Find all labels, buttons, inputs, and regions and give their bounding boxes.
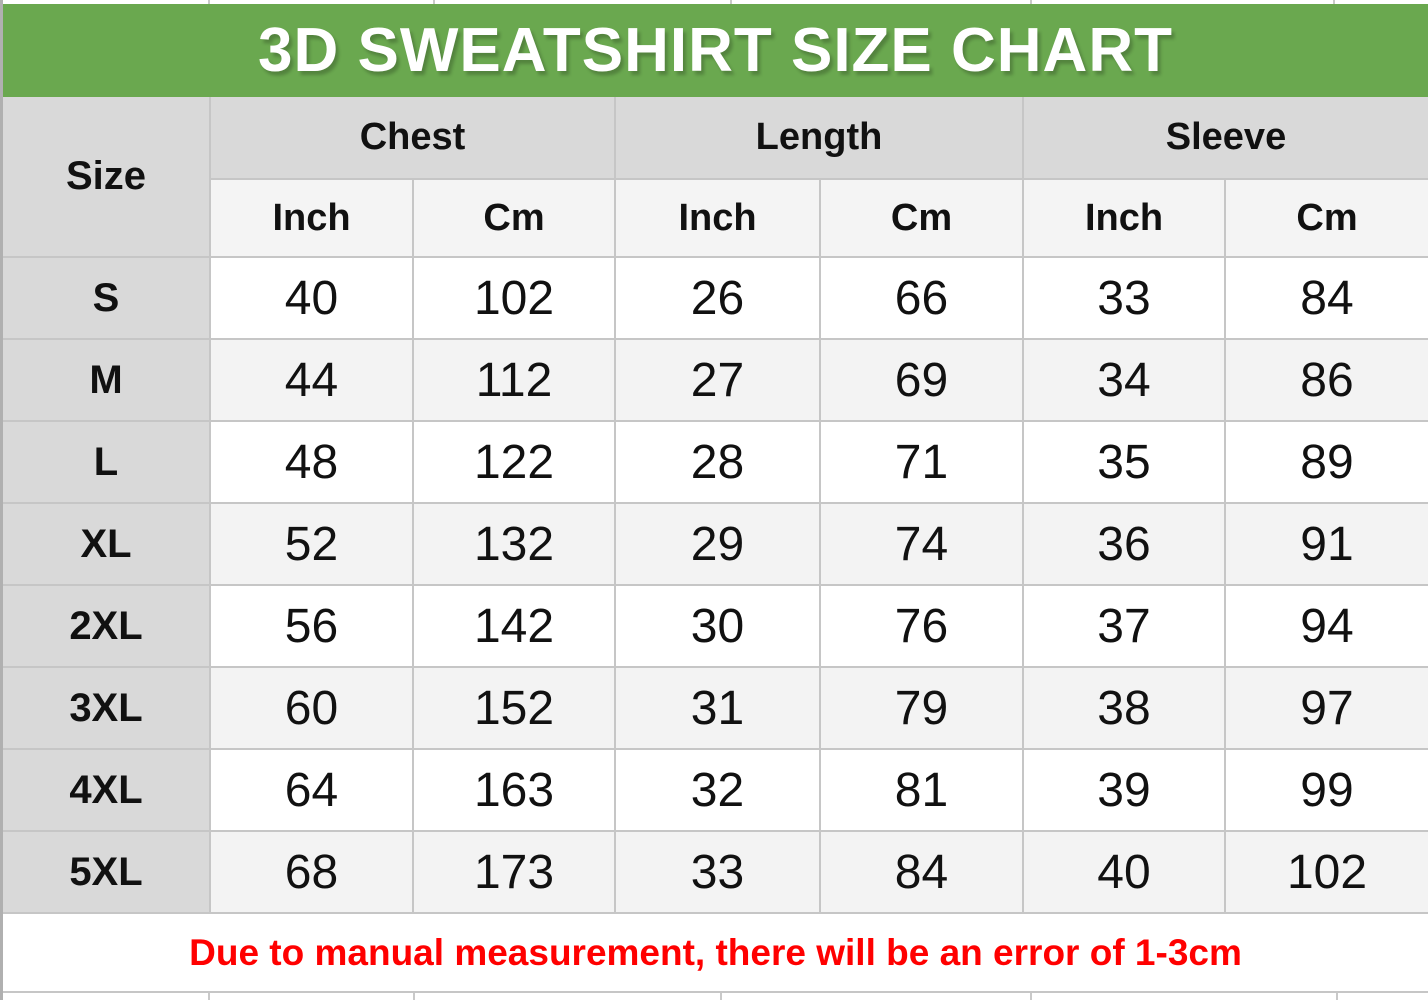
value-cell: 94 (1226, 586, 1428, 666)
grid-line (208, 993, 210, 1000)
grid-line (208, 0, 210, 4)
value-cell: 52 (211, 504, 412, 584)
value-cell: 27 (616, 340, 819, 420)
value-cell: 36 (1024, 504, 1224, 584)
value-cell: 39 (1024, 750, 1224, 830)
value-cell: 74 (821, 504, 1022, 584)
grid-line (413, 993, 415, 1000)
value-cell: 37 (1024, 586, 1224, 666)
value-cell: 84 (1226, 258, 1428, 338)
group-header-length: Length (616, 97, 1022, 178)
value-cell: 76 (821, 586, 1022, 666)
unit-header-length-cm: Cm (821, 180, 1022, 256)
size-cell: XL (3, 504, 209, 584)
grid-line (1333, 0, 1335, 4)
size-cell: 4XL (3, 750, 209, 830)
value-cell: 34 (1024, 340, 1224, 420)
value-cell: 69 (821, 340, 1022, 420)
value-cell: 32 (616, 750, 819, 830)
group-header-sleeve: Sleeve (1024, 97, 1428, 178)
spreadsheet-row-fragment-bottom (3, 993, 1428, 1000)
size-cell: L (3, 422, 209, 502)
value-cell: 66 (821, 258, 1022, 338)
value-cell: 112 (414, 340, 614, 420)
page-title: 3D SWEATSHIRT SIZE CHART (258, 16, 1173, 85)
grid-line (1336, 993, 1338, 1000)
value-cell: 152 (414, 668, 614, 748)
grid-line (433, 0, 435, 4)
value-cell: 68 (211, 832, 412, 912)
value-cell: 48 (211, 422, 412, 502)
grid-line (730, 0, 732, 4)
value-cell: 26 (616, 258, 819, 338)
value-cell: 81 (821, 750, 1022, 830)
title-bar: 3D SWEATSHIRT SIZE CHART (3, 4, 1428, 97)
value-cell: 102 (414, 258, 614, 338)
value-cell: 132 (414, 504, 614, 584)
value-cell: 71 (821, 422, 1022, 502)
value-cell: 28 (616, 422, 819, 502)
value-cell: 102 (1226, 832, 1428, 912)
value-cell: 38 (1024, 668, 1224, 748)
size-chart-table: Size Chest Length Sleeve Inch Cm Inch Cm… (3, 97, 1428, 912)
size-column-header: Size (3, 97, 209, 256)
value-cell: 86 (1226, 340, 1428, 420)
unit-header-chest-inch: Inch (211, 180, 412, 256)
value-cell: 173 (414, 832, 614, 912)
grid-line (1030, 0, 1032, 4)
value-cell: 30 (616, 586, 819, 666)
value-cell: 142 (414, 586, 614, 666)
value-cell: 89 (1226, 422, 1428, 502)
group-header-chest: Chest (211, 97, 614, 178)
measurement-note: Due to manual measurement, there will be… (189, 931, 1242, 973)
value-cell: 35 (1024, 422, 1224, 502)
value-cell: 84 (821, 832, 1022, 912)
value-cell: 29 (616, 504, 819, 584)
unit-header-sleeve-inch: Inch (1024, 180, 1224, 256)
grid-line (720, 993, 722, 1000)
value-cell: 97 (1226, 668, 1428, 748)
value-cell: 33 (616, 832, 819, 912)
value-cell: 91 (1226, 504, 1428, 584)
value-cell: 122 (414, 422, 614, 502)
value-cell: 64 (211, 750, 412, 830)
spreadsheet-row-fragment-top (3, 0, 1428, 4)
size-cell: 2XL (3, 586, 209, 666)
value-cell: 33 (1024, 258, 1224, 338)
value-cell: 60 (211, 668, 412, 748)
value-cell: 40 (211, 258, 412, 338)
size-cell: S (3, 258, 209, 338)
size-cell: 3XL (3, 668, 209, 748)
value-cell: 31 (616, 668, 819, 748)
size-cell: 5XL (3, 832, 209, 912)
value-cell: 99 (1226, 750, 1428, 830)
value-cell: 56 (211, 586, 412, 666)
measurement-note-row: Due to manual measurement, there will be… (3, 912, 1428, 993)
value-cell: 40 (1024, 832, 1224, 912)
grid-line (1030, 993, 1032, 1000)
unit-header-length-inch: Inch (616, 180, 819, 256)
size-cell: M (3, 340, 209, 420)
value-cell: 163 (414, 750, 614, 830)
value-cell: 79 (821, 668, 1022, 748)
unit-header-chest-cm: Cm (414, 180, 614, 256)
unit-header-sleeve-cm: Cm (1226, 180, 1428, 256)
value-cell: 44 (211, 340, 412, 420)
